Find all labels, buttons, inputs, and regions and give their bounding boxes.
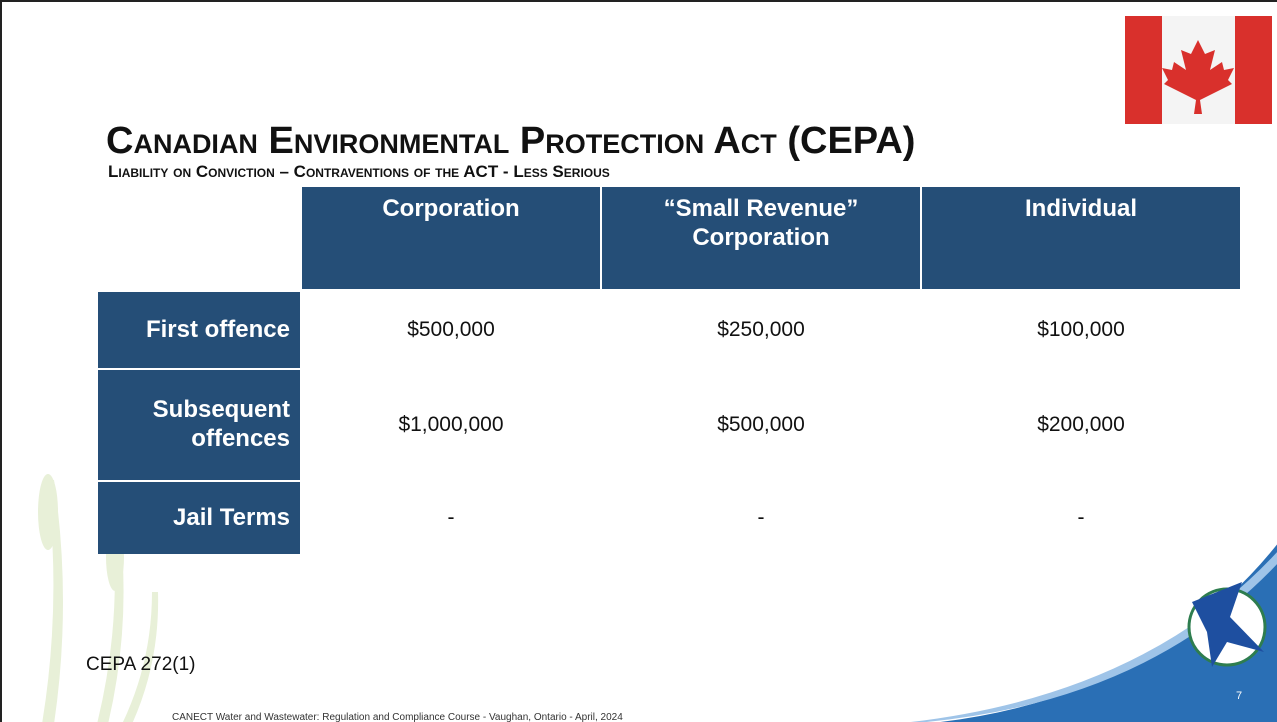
table-cell: $250,000 — [602, 292, 920, 368]
row-header: Jail Terms — [98, 482, 300, 554]
column-header: Corporation — [302, 187, 600, 289]
slide: Canadian Environmental Protection Act (C… — [0, 0, 1277, 722]
row-header: Subsequent offences — [98, 370, 300, 480]
column-header: “Small Revenue” Corporation — [602, 187, 920, 289]
row-header: First offence — [98, 292, 300, 368]
footer: CANECT Water and Wastewater: Regulation … — [172, 712, 623, 722]
table-cell: $500,000 — [302, 292, 600, 368]
table-cell: $500,000 — [602, 370, 920, 480]
table-cell: $1,000,000 — [302, 370, 600, 480]
table-cell: $100,000 — [922, 292, 1240, 368]
table-cell: $200,000 — [922, 370, 1240, 480]
table-cell: - — [302, 482, 600, 554]
reference: CEPA 272(1) — [86, 654, 195, 676]
page-number: 7 — [1236, 690, 1242, 702]
column-header: Individual — [922, 187, 1240, 289]
table-cell: - — [922, 482, 1240, 554]
flag — [1125, 16, 1272, 124]
subtitle: Liability on Conviction – Contraventions… — [108, 162, 610, 182]
title: Canadian Environmental Protection Act (C… — [106, 120, 915, 163]
table-cell: - — [602, 482, 920, 554]
